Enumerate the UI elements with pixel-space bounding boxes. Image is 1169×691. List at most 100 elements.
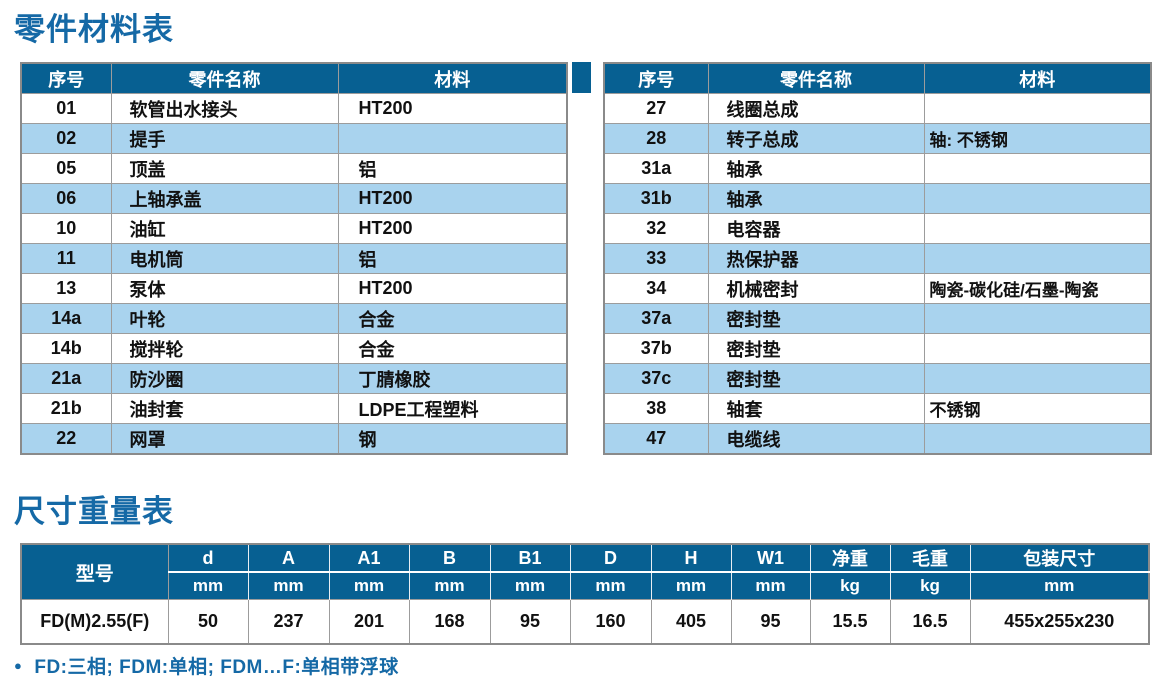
column-unit-header: kg: [889, 571, 971, 600]
part-name-cell: 机械密封: [707, 273, 925, 304]
part-material-cell: [337, 123, 568, 154]
part-name-cell: 热保护器: [707, 243, 925, 274]
part-number-cell: 27: [603, 93, 709, 124]
column-header-w1: W1: [730, 544, 811, 572]
part-name-cell: 轴套: [707, 393, 925, 424]
part-name-cell: 电机筒: [110, 243, 339, 274]
parts-table-row: 21b 油封套 LDPE工程塑料: [20, 393, 568, 424]
parts-material-table-right: 序号 零件名称 材料 27 线圈总成 28 转子总成 轴: 不锈钢 31a 轴承 31b 轴承 3…: [603, 62, 1152, 455]
column-header-d: D: [569, 544, 652, 572]
part-material-cell: 轴: 不锈钢: [923, 123, 1152, 154]
parts-table-row: 37a 密封垫: [603, 303, 1152, 334]
part-number-cell: 31b: [603, 183, 709, 214]
part-material-cell: 合金: [337, 303, 568, 334]
parts-header-row: 序号 零件名称 材料: [603, 62, 1152, 94]
part-number-cell: 47: [603, 423, 709, 455]
dimension-weight-table: 型号 d A A1 B B1 D H W1 净重 毛重 包装尺寸 mm mm mm mm mm mm mm mm k…: [20, 543, 1150, 645]
part-name-cell: 油缸: [110, 213, 339, 244]
parts-table-row: 13 泵体 HT200: [20, 273, 568, 304]
part-material-cell: [923, 93, 1152, 124]
column-header-model: 型号: [20, 543, 169, 600]
part-name-cell: 顶盖: [110, 153, 339, 184]
column-unit-header: mm: [489, 571, 571, 600]
parts-table-title: 零件材料表: [14, 12, 174, 47]
part-material-cell: HT200: [337, 93, 568, 124]
part-material-cell: [923, 183, 1152, 214]
parts-table-row: 37c 密封垫: [603, 363, 1152, 394]
dimension-data-row: FD(M)2.55(F) 50 237 201 168 95 160 405 95 15.5 16.…: [20, 599, 1150, 645]
dimension-value-cell: 201: [328, 599, 410, 645]
column-header-name: 零件名称: [110, 62, 339, 94]
part-material-cell: [923, 243, 1152, 274]
part-material-cell: 合金: [337, 333, 568, 364]
part-number-cell: 21a: [20, 363, 112, 394]
parts-table-row: 31b 轴承: [603, 183, 1152, 214]
part-number-cell: 37a: [603, 303, 709, 334]
part-name-cell: 软管出水接头: [110, 93, 339, 124]
bullet-icon: ●: [14, 658, 23, 673]
part-name-cell: 叶轮: [110, 303, 339, 334]
column-header-material: 材料: [337, 62, 568, 94]
column-header-number: 序号: [20, 62, 112, 94]
part-number-cell: 10: [20, 213, 112, 244]
part-material-cell: [923, 333, 1152, 364]
dimension-value-cell: 16.5: [889, 599, 971, 645]
parts-table-row: 22 网罩钢: [20, 423, 568, 455]
part-material-cell: 钢: [337, 423, 568, 455]
parts-table-row: 21a 防沙圈 丁腈橡胶: [20, 363, 568, 394]
model-legend-note: ● FD:三相; FDM:单相; FDM…F:单相带浮球: [14, 652, 399, 679]
part-name-cell: 密封垫: [707, 303, 925, 334]
part-name-cell: 电缆线: [707, 423, 925, 455]
part-number-cell: 06: [20, 183, 112, 214]
dims-header-labels-row: 型号 d A A1 B B1 D H W1 净重 毛重 包装尺寸: [20, 543, 1150, 600]
dimension-value-cell: 160: [569, 599, 652, 645]
column-unit-header: kg: [809, 571, 891, 600]
column-header-a: A: [247, 544, 330, 572]
parts-table-row: 10 油缸 HT200: [20, 213, 568, 244]
part-number-cell: 32: [603, 213, 709, 244]
column-header-h: H: [650, 544, 732, 572]
part-material-cell: HT200: [337, 273, 568, 304]
part-number-cell: 13: [20, 273, 112, 304]
parts-material-table-left: 序号 零件名称 材料 01 软管出水接头 HT200 02 提手 05 顶盖铝 06 上轴承盖 H…: [20, 62, 568, 455]
parts-table-row: 28 转子总成 轴: 不锈钢: [603, 123, 1152, 154]
parts-table-row: 14a 叶轮 合金: [20, 303, 568, 334]
column-unit-header: mm: [730, 571, 811, 600]
column-unit-header: mm: [167, 571, 249, 600]
part-material-cell: [923, 213, 1152, 244]
part-name-cell: 轴承: [707, 183, 925, 214]
parts-table-row: 32 电容器: [603, 213, 1152, 244]
part-number-cell: 22: [20, 423, 112, 455]
parts-tables-area: 序号 零件名称 材料 01 软管出水接头 HT200 02 提手 05 顶盖铝 06 上轴承盖 H…: [20, 62, 1152, 455]
part-number-cell: 02: [20, 123, 112, 154]
part-number-cell: 37c: [603, 363, 709, 394]
part-number-cell: 28: [603, 123, 709, 154]
parts-table-row: 38 轴套 不锈钢: [603, 393, 1152, 424]
part-name-cell: 提手: [110, 123, 339, 154]
parts-table-row: 33 热保护器: [603, 243, 1152, 274]
model-cell: FD(M)2.55(F): [20, 599, 169, 645]
dimensions-table-title: 尺寸重量表: [14, 494, 174, 529]
parts-table-row: 27 线圈总成: [603, 93, 1152, 124]
column-header-b1: B1: [489, 544, 571, 572]
dimension-value-cell: 405: [650, 599, 732, 645]
parts-table-row: 31a 轴承: [603, 153, 1152, 184]
column-header-number: 序号: [603, 62, 709, 94]
part-name-cell: 油封套: [110, 393, 339, 424]
dimension-value-cell: 455x255x230: [969, 599, 1150, 645]
part-number-cell: 14b: [20, 333, 112, 364]
column-unit-header: mm: [969, 571, 1150, 600]
part-name-cell: 网罩: [110, 423, 339, 455]
part-number-cell: 37b: [603, 333, 709, 364]
dimension-value-cell: 95: [730, 599, 811, 645]
column-header-b: B: [408, 544, 491, 572]
part-name-cell: 轴承: [707, 153, 925, 184]
part-name-cell: 防沙圈: [110, 363, 339, 394]
part-material-cell: 不锈钢: [923, 393, 1152, 424]
column-unit-header: mm: [247, 571, 330, 600]
part-material-cell: [923, 303, 1152, 334]
part-number-cell: 33: [603, 243, 709, 274]
part-number-cell: 31a: [603, 153, 709, 184]
part-material-cell: HT200: [337, 213, 568, 244]
